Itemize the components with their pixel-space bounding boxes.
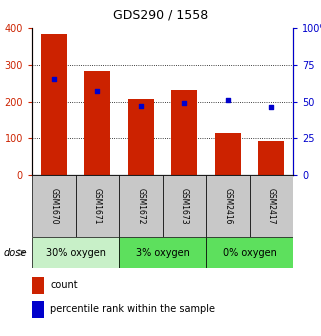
- Bar: [75, 175, 119, 237]
- Bar: [171, 90, 197, 175]
- Bar: [162, 175, 206, 237]
- Text: GSM1670: GSM1670: [49, 188, 58, 224]
- Text: 3% oxygen: 3% oxygen: [135, 248, 189, 257]
- Text: 0% oxygen: 0% oxygen: [222, 248, 276, 257]
- Point: [95, 88, 100, 94]
- Text: GSM2417: GSM2417: [267, 188, 276, 224]
- Text: GDS290 / 1558: GDS290 / 1558: [113, 8, 208, 22]
- Bar: [32, 301, 44, 318]
- Text: GSM1673: GSM1673: [180, 188, 189, 224]
- Bar: [258, 141, 284, 175]
- Bar: [249, 175, 293, 237]
- Bar: [84, 71, 110, 175]
- Bar: [32, 277, 44, 294]
- Text: 30% oxygen: 30% oxygen: [46, 248, 106, 257]
- Point: [51, 77, 56, 82]
- Bar: [32, 237, 119, 268]
- Bar: [215, 133, 241, 175]
- Text: count: count: [50, 281, 78, 290]
- Bar: [206, 175, 249, 237]
- Bar: [119, 175, 162, 237]
- Bar: [119, 237, 206, 268]
- Bar: [41, 34, 67, 175]
- Text: GSM1672: GSM1672: [136, 188, 145, 224]
- Point: [269, 105, 274, 110]
- Bar: [128, 99, 154, 175]
- Text: GSM2416: GSM2416: [223, 188, 232, 224]
- Text: dose: dose: [3, 248, 27, 257]
- Bar: [32, 175, 75, 237]
- Text: percentile rank within the sample: percentile rank within the sample: [50, 304, 215, 314]
- Point: [182, 100, 187, 106]
- Point: [138, 103, 143, 109]
- Point: [225, 97, 230, 103]
- Bar: [206, 237, 293, 268]
- Text: GSM1671: GSM1671: [93, 188, 102, 224]
